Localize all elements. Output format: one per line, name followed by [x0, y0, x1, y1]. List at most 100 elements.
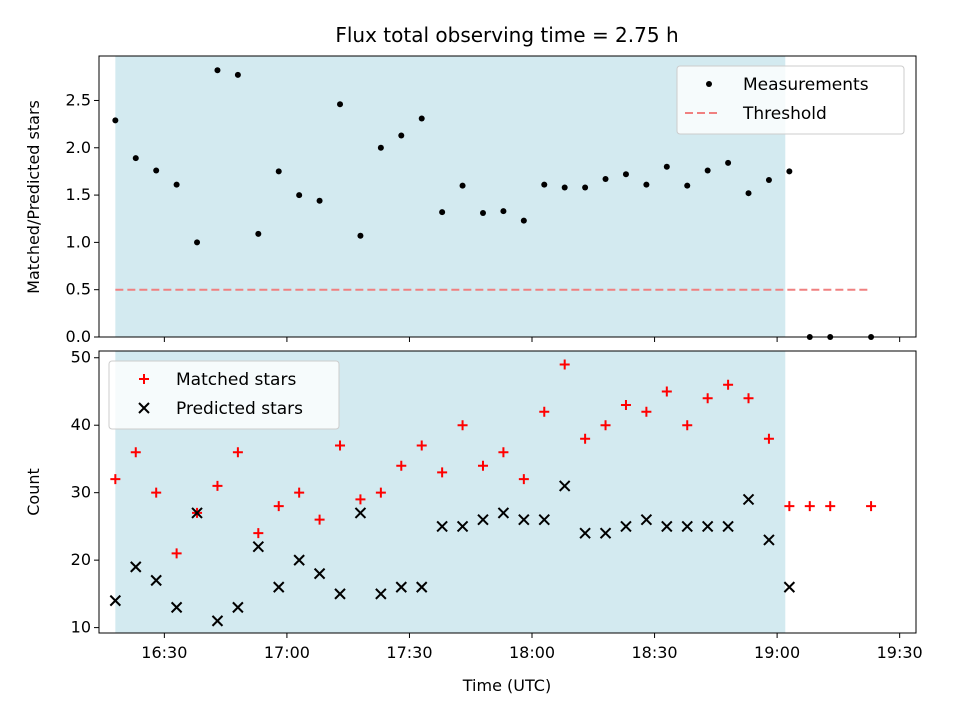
axes-frame [98, 350, 917, 634]
matched-star-point [437, 467, 448, 478]
matched-star-point [416, 440, 427, 451]
measurement-point [132, 155, 139, 162]
matched-star-point [294, 487, 305, 498]
axes-frame [98, 55, 917, 338]
predicted-star-point [395, 581, 407, 593]
predicted-star-point [783, 581, 796, 593]
predicted-star-point [130, 561, 142, 573]
predicted-star-point [477, 513, 489, 526]
predicted-star-point [456, 520, 469, 533]
x-tick-label: 17:00 [264, 643, 310, 662]
x-tick-label: 17:30 [386, 643, 432, 662]
matched-star-point [784, 501, 795, 512]
predicted-star-point [436, 520, 448, 533]
matched-star-point [600, 420, 611, 431]
matched-star-point [212, 480, 223, 491]
matched-star-point [151, 487, 162, 498]
bottom-panel: 10 20 30 40 50 16:30 17:00 17:30 18:00 18:30 19:00… [24, 348, 923, 662]
matched-star-point [682, 420, 693, 431]
measurement-point [602, 175, 609, 182]
x-axis-label: Time (UTC) [462, 676, 551, 695]
measurement-point [316, 197, 323, 204]
predicted-star-point [416, 581, 428, 593]
top-panel: 0.0 0.5 1.0 1.5 2.0 2.5 Matched/Predicted star… [24, 55, 917, 346]
measurement-point [418, 115, 425, 122]
measurement-point [786, 168, 793, 175]
predicted-star-point [722, 520, 734, 533]
matched-star-point [253, 528, 264, 539]
matched-star-point [641, 406, 652, 417]
predicted-star-point [375, 588, 387, 600]
predicted-star-point [273, 581, 285, 593]
legend-matched-swatch [139, 374, 149, 384]
y-tick-label: 40 [71, 415, 91, 434]
measurement-point [663, 163, 670, 170]
measurement-point [765, 176, 772, 183]
matched-star-point [457, 420, 468, 431]
y-tick-label: 1.0 [66, 232, 91, 251]
predicted-star-point [334, 588, 346, 600]
y-tick-label: 20 [71, 550, 91, 569]
matched-star-point [825, 501, 836, 512]
measurement-point [112, 117, 119, 124]
matched-star-point [661, 386, 672, 397]
predicted-star-point [681, 520, 693, 533]
predicted-star-point [191, 507, 203, 519]
matched-star-point [314, 514, 325, 525]
measurement-point [500, 208, 507, 215]
legend: Matched stars Predicted stars [108, 360, 340, 430]
predicted-star-point [313, 567, 326, 580]
matched-star-point [518, 474, 529, 485]
matched-star-point [232, 447, 243, 458]
chart-title: Flux total observing time = 2.75 h [335, 23, 678, 47]
measurement-point [255, 230, 262, 237]
measurement-point [357, 232, 364, 239]
y-tick-label: 30 [71, 483, 91, 502]
matched-star-point [743, 393, 754, 404]
measurement-point [439, 209, 446, 216]
matched-star-point [580, 433, 591, 444]
measurement-point [684, 182, 691, 189]
measurement-point [337, 101, 344, 108]
measurement-point [725, 159, 732, 166]
matched-star-point [273, 501, 284, 512]
predicted-star-point [211, 615, 224, 627]
measurement-point [622, 171, 629, 178]
predicted-star-point [354, 507, 367, 519]
measurement-point [582, 184, 589, 191]
predicted-star-point [661, 520, 673, 533]
measurement-point [643, 181, 650, 188]
measurement-point [398, 132, 405, 139]
measurement-point [479, 210, 486, 217]
x-tick-label: 19:00 [754, 643, 800, 662]
y-tick-label: 0.0 [66, 327, 91, 346]
matched-star-point [723, 379, 734, 390]
y-tick-label: 2.5 [66, 90, 91, 109]
matched-star-point [171, 548, 182, 559]
measurement-point [275, 168, 282, 175]
measurement-point [234, 71, 241, 78]
predicted-star-point [232, 601, 244, 614]
x-tick-label: 18:00 [509, 643, 555, 662]
measurement-point [745, 190, 752, 197]
predicted-star-point [538, 513, 550, 526]
measurement-point [561, 184, 568, 191]
y-axis-label: Matched/Predicted stars [24, 100, 43, 294]
legend-box [676, 65, 905, 135]
matched-star-point [396, 460, 407, 471]
matched-star-point [110, 474, 121, 485]
matched-star-point [866, 501, 877, 512]
predicted-star-point [497, 507, 510, 519]
measurement-point [377, 144, 384, 151]
matched-star-point [498, 447, 509, 458]
matched-star-point [702, 393, 713, 404]
y-tick-label: 10 [71, 618, 91, 637]
matched-star-point [804, 501, 815, 512]
matched-star-point [355, 494, 366, 505]
measurement-point [296, 192, 303, 199]
measurement-point [153, 167, 160, 174]
matched-star-point [335, 440, 346, 451]
predicted-star-point [742, 493, 755, 506]
legend-label: Threshold [742, 104, 827, 124]
